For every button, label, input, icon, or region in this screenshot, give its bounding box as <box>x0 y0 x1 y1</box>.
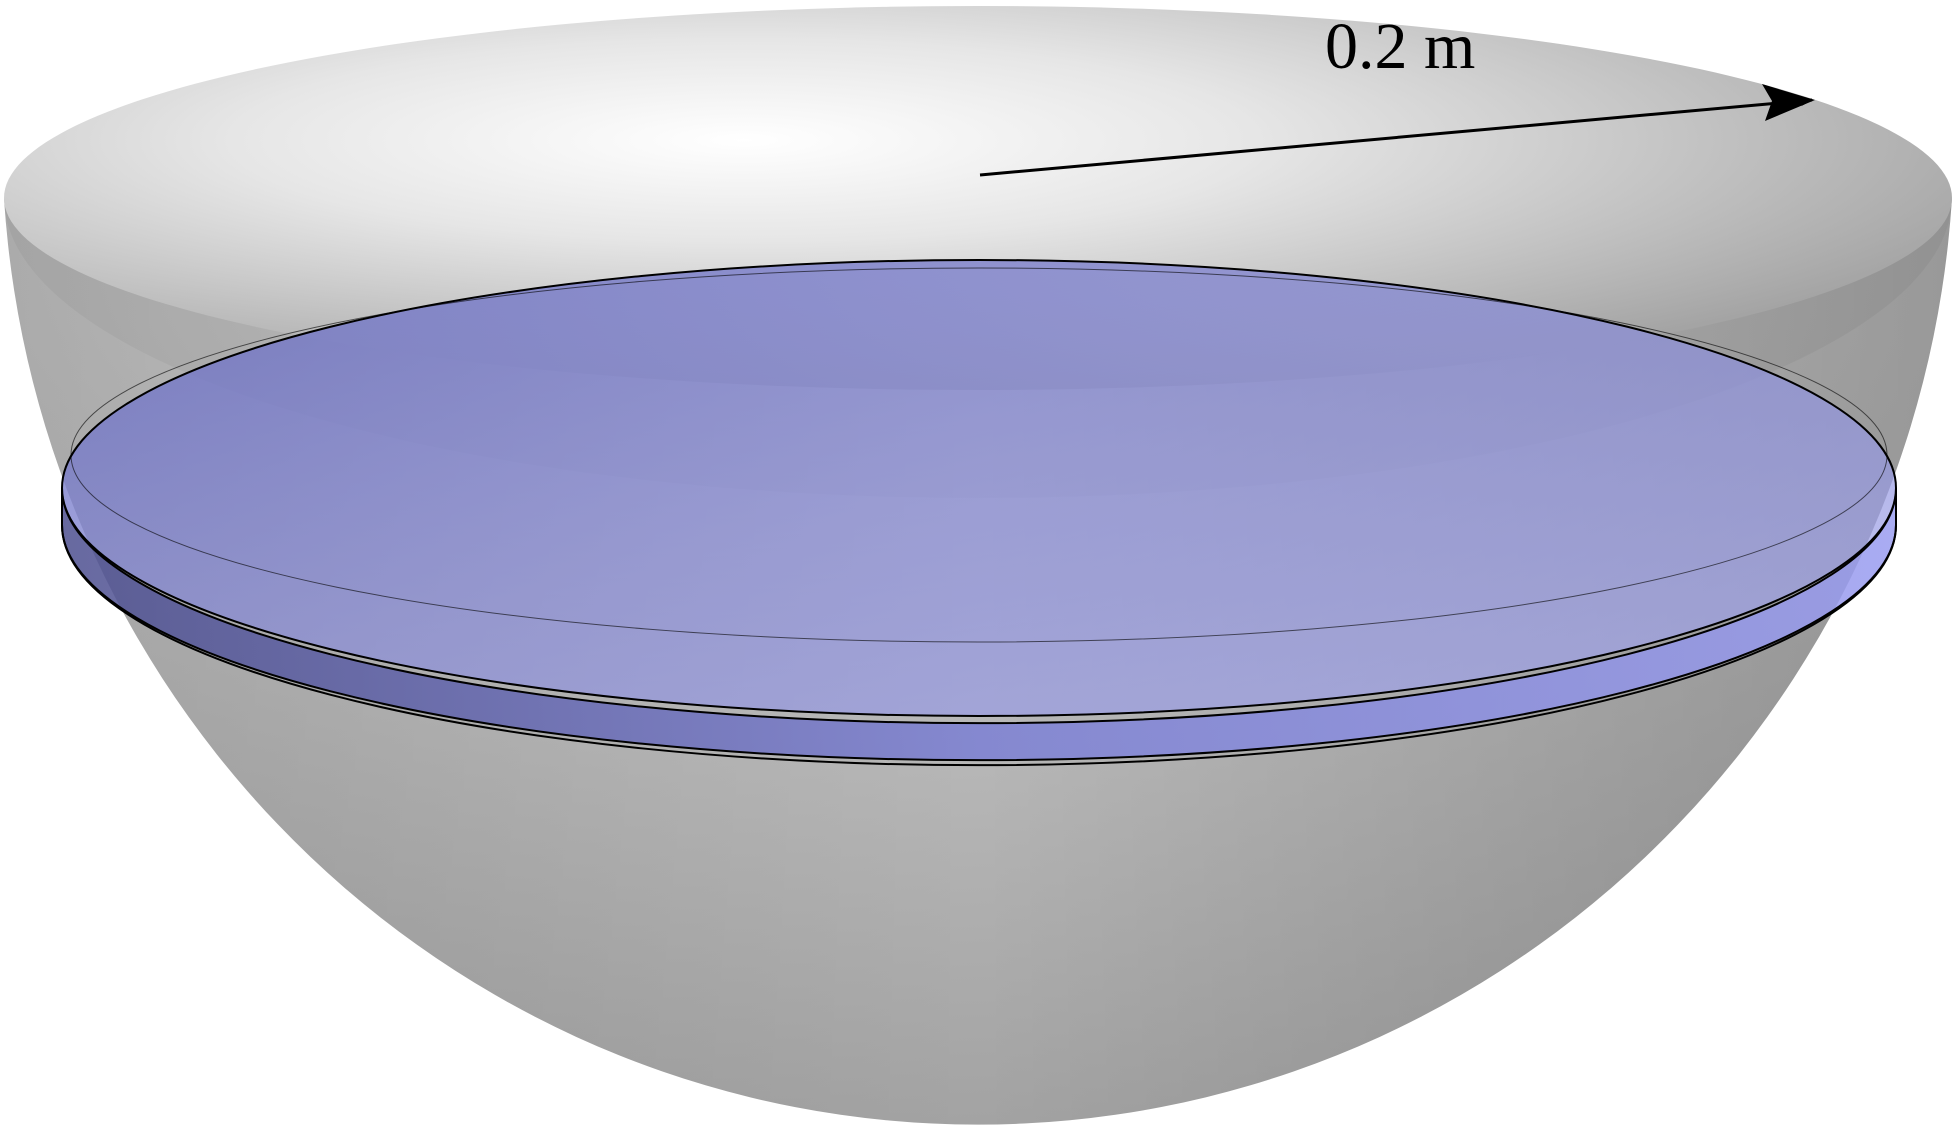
radius-arrow-head <box>1762 84 1815 121</box>
water-slice-bottom-edge <box>61 524 1897 767</box>
water-slice-inner-ring <box>70 267 1888 643</box>
radius-label: 0.2 m <box>1325 10 1475 83</box>
water-slice-top <box>61 259 1897 717</box>
radius-arrow <box>979 96 1813 177</box>
